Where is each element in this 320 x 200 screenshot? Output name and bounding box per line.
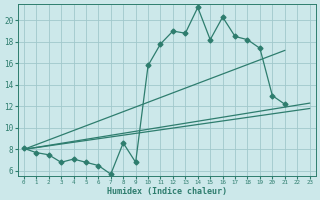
X-axis label: Humidex (Indice chaleur): Humidex (Indice chaleur) [107, 187, 227, 196]
